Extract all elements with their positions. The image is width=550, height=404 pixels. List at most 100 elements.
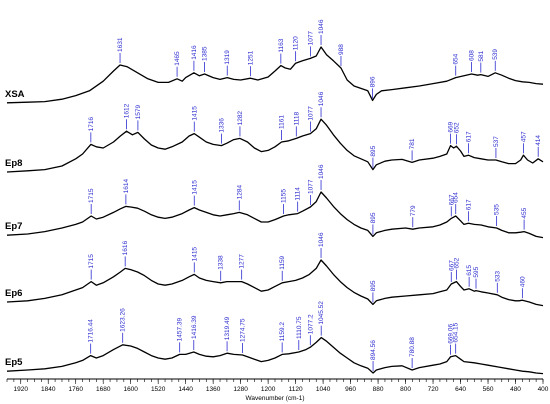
peak-label: 654 xyxy=(453,192,460,203)
peak-label: 457 xyxy=(520,131,527,142)
x-tick-label: 1840 xyxy=(41,386,56,393)
peak-label: 581 xyxy=(478,50,485,61)
peak-label: 669.06 xyxy=(448,324,455,344)
peak-label: 1161 xyxy=(279,115,286,129)
x-tick-label: 1920 xyxy=(14,386,29,393)
peak-label: 539 xyxy=(492,49,499,60)
peak-label: 1416 xyxy=(191,45,198,60)
peak-label: 1715 xyxy=(88,254,95,269)
peak-label: 455 xyxy=(521,207,528,218)
x-axis-title: Wavenumber (cm-1) xyxy=(246,395,305,402)
x-tick-label: 960 xyxy=(345,386,356,393)
peak-label: 617 xyxy=(465,199,472,210)
peak-label: 1155 xyxy=(281,189,288,203)
peak-label: 1277 xyxy=(239,254,246,269)
series-ep6: Ep6 1715 1616 1415 1338 1277 1159 1046 895 667652… xyxy=(5,232,544,307)
peak-label: 1077 xyxy=(307,31,314,46)
peak-label: 617 xyxy=(465,131,472,142)
peak-label: 1385 xyxy=(202,46,209,61)
peak-label: 608 xyxy=(469,50,476,61)
peak-label: 667 xyxy=(448,260,455,271)
peak-label: 895 xyxy=(370,280,377,291)
peak-label: 894.56 xyxy=(370,340,377,360)
peak-label: 1159.2 xyxy=(279,322,286,342)
peak-label: 1077 xyxy=(307,179,314,194)
peak-label: 1046 xyxy=(318,91,325,106)
peak-label: 1338 xyxy=(218,255,225,270)
spectrum-line-ep5 xyxy=(6,336,544,375)
series-label-ep6: Ep6 xyxy=(5,288,22,299)
peak-label: 1579 xyxy=(135,105,142,120)
spectrum-line-ep7 xyxy=(6,191,544,239)
peak-label: 1319 xyxy=(224,50,231,65)
peak-label: 896 xyxy=(370,76,377,87)
peak-label: 1319.49 xyxy=(224,316,231,340)
peak-label: 1715 xyxy=(88,188,95,203)
peak-label: 1282 xyxy=(237,111,244,126)
peak-label: 1416.39 xyxy=(191,315,198,339)
peak-label: 895 xyxy=(370,145,377,156)
series-label-ep8: Ep8 xyxy=(5,158,22,169)
x-tick-label: 400 xyxy=(538,386,549,393)
peak-label: 780.88 xyxy=(409,337,416,357)
x-tick-label: 1520 xyxy=(151,386,166,393)
series-xsa: XSA 1631 1465 1416 1385 1319 1251 1163 1120 1077 1… xyxy=(5,19,544,104)
peak-label: 1631 xyxy=(117,37,124,52)
peak-label: 667 xyxy=(448,194,455,205)
x-tick-label: 1040 xyxy=(316,386,331,393)
peak-label: 1114 xyxy=(295,187,302,201)
x-tick-label: 1440 xyxy=(178,386,193,393)
peak-label: 1336 xyxy=(218,118,225,133)
peak-label: 669 xyxy=(448,121,455,132)
peak-label: 1110.75 xyxy=(296,316,303,339)
peak-label: 1716.44 xyxy=(88,319,95,343)
series-label-ep5: Ep5 xyxy=(5,357,23,368)
series-label-xsa: XSA xyxy=(5,89,25,100)
x-tick-label: 560 xyxy=(483,386,494,393)
series-label-ep7: Ep7 xyxy=(5,221,22,232)
peak-label: 654.15 xyxy=(453,322,460,342)
peak-label: 535 xyxy=(494,204,501,215)
x-tick-label: 480 xyxy=(510,386,521,393)
spectrum-line-xsa xyxy=(6,46,544,104)
x-tick-label: 1600 xyxy=(123,386,138,393)
series-ep8: Ep8 1716 1612 1579 1415 1336 1282 1161 1118 1077 1… xyxy=(5,91,544,173)
peak-label: 1457.39 xyxy=(177,318,184,342)
peak-label: 1159 xyxy=(279,255,286,269)
spectrum-line-ep6 xyxy=(6,259,544,307)
x-tick-label: 1280 xyxy=(233,386,248,393)
peak-label: 1077.2 xyxy=(307,314,314,334)
series-ep7: Ep7 1715 1614 1415 1284 1155 1114 1077 1046 895 77… xyxy=(5,164,544,239)
peak-label: 615 xyxy=(466,265,473,276)
x-tick-label: 1360 xyxy=(206,386,221,393)
peak-label: 1616 xyxy=(122,241,129,256)
peak-label: 460 xyxy=(519,276,526,287)
peak-label: 1284 xyxy=(236,185,243,200)
spectrum-line-ep8 xyxy=(6,118,544,173)
x-tick-label: 720 xyxy=(428,386,439,393)
x-tick-label: 800 xyxy=(400,386,411,393)
peak-label: 1163 xyxy=(278,38,285,52)
peak-label: 1716 xyxy=(88,117,95,132)
peak-label: 895 xyxy=(370,212,377,223)
peak-label: 1623.26 xyxy=(120,308,127,332)
peak-label: 1046 xyxy=(318,232,325,247)
spectra-layer: XSA 1631 1465 1416 1385 1319 1251 1163 1120 1077 1… xyxy=(5,19,544,375)
series-ep5: Ep5 1716.44 1623.26 1457.39 1416.39 1319.49 12… xyxy=(5,301,544,375)
peak-label: 1077 xyxy=(307,106,314,121)
peak-label: 1415 xyxy=(191,180,198,195)
peak-label: 781 xyxy=(409,138,416,149)
peak-label: 533 xyxy=(494,271,501,282)
peak-label: 652 xyxy=(453,257,460,268)
peak-label: 1465 xyxy=(174,51,181,66)
x-tick-label: 1680 xyxy=(96,386,111,393)
peak-label: 414 xyxy=(535,135,542,146)
peak-label: 1118 xyxy=(293,112,300,126)
peak-label: 652 xyxy=(453,122,460,133)
x-tick-label: 880 xyxy=(373,386,384,393)
x-tick-label: 640 xyxy=(455,386,466,393)
x-axis-ticks: 1920 1840 1760 1680 1600 1520 1440 1360 1280 1200… xyxy=(6,379,549,393)
x-tick-label: 1760 xyxy=(68,386,83,393)
peak-label: 1046 xyxy=(318,164,325,179)
